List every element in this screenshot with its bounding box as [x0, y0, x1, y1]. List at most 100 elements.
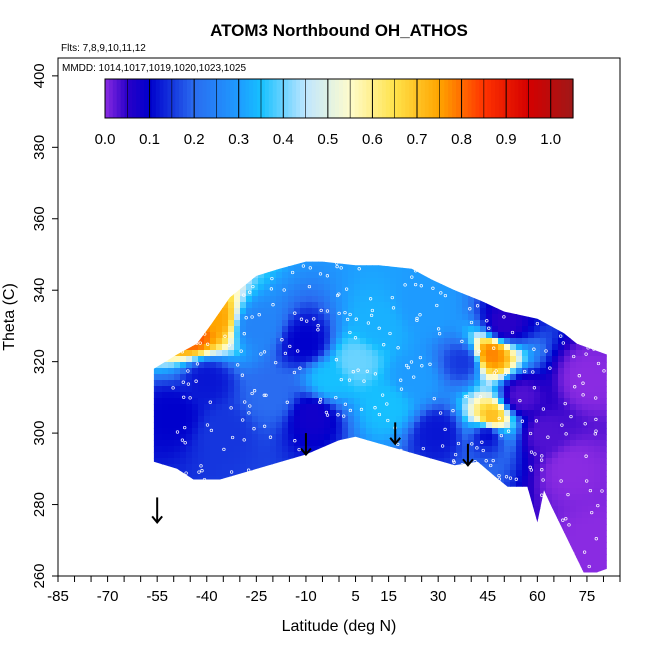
field-cell — [204, 500, 211, 507]
field-cell — [606, 338, 607, 345]
field-cell — [258, 182, 265, 189]
field-cell — [528, 332, 535, 339]
field-cell — [552, 176, 559, 183]
field-cell — [612, 236, 619, 243]
field-cell — [426, 194, 433, 201]
field-cell — [582, 320, 589, 327]
field-cell — [168, 518, 175, 525]
field-cell — [582, 206, 589, 213]
field-cell — [354, 170, 361, 177]
field-cell — [618, 398, 625, 405]
field-cell — [216, 164, 223, 171]
field-cell — [186, 356, 193, 363]
field-cell — [600, 344, 607, 351]
field-cell — [522, 482, 529, 489]
field-cell — [198, 326, 205, 333]
field-cell — [414, 164, 421, 171]
field-cell — [180, 392, 187, 399]
field-cell — [342, 332, 349, 339]
field-cell — [366, 308, 373, 315]
field-cell — [234, 470, 241, 477]
field-cell — [522, 338, 529, 345]
field-cell — [180, 440, 187, 447]
field-cell — [612, 182, 619, 189]
field-cell — [528, 482, 535, 489]
field-cell — [156, 170, 163, 177]
field-cell — [402, 248, 409, 255]
field-cell — [264, 170, 271, 177]
field-cell — [594, 308, 601, 315]
field-cell — [210, 500, 217, 507]
field-cell — [588, 392, 595, 399]
field-cell — [282, 170, 289, 177]
field-cell — [456, 368, 463, 375]
field-cell — [540, 470, 547, 477]
field-cell — [222, 230, 229, 237]
field-cell — [426, 272, 433, 279]
field-cell — [522, 374, 529, 381]
field-cell — [354, 278, 361, 285]
field-cell — [192, 212, 199, 219]
field-cell — [402, 224, 409, 231]
field-cell — [504, 158, 511, 165]
field-cell — [480, 194, 487, 201]
field-cell — [174, 272, 181, 279]
field-cell — [300, 428, 307, 435]
field-cell — [270, 446, 277, 453]
field-cell — [174, 290, 181, 297]
field-cell — [522, 416, 529, 423]
field-cell — [222, 356, 229, 363]
field-cell — [510, 428, 517, 435]
field-cell — [264, 488, 271, 495]
field-cell — [222, 392, 229, 399]
field-cell — [264, 284, 271, 291]
field-cell — [552, 380, 559, 387]
field-cell — [264, 266, 271, 273]
field-cell — [372, 434, 379, 441]
field-cell — [234, 302, 241, 309]
field-cell — [396, 182, 403, 189]
field-cell — [270, 338, 277, 345]
field-cell — [264, 470, 271, 477]
field-cell — [546, 476, 553, 483]
field-cell — [576, 194, 583, 201]
field-cell — [396, 332, 403, 339]
field-cell — [162, 176, 169, 183]
field-cell — [186, 290, 193, 297]
field-cell — [480, 326, 487, 333]
field-cell — [396, 272, 403, 279]
field-cell — [186, 314, 193, 321]
field-cell — [294, 140, 301, 147]
field-cell — [558, 428, 565, 435]
field-cell — [612, 152, 619, 159]
field-cell — [462, 428, 469, 435]
field-cell — [366, 236, 373, 243]
field-cell — [156, 446, 163, 453]
field-cell — [516, 272, 523, 279]
field-cell — [438, 146, 445, 153]
field-cell — [156, 362, 163, 369]
field-cell — [522, 422, 529, 429]
field-cell — [336, 152, 343, 159]
field-cell — [168, 302, 175, 309]
field-cell — [534, 200, 541, 207]
field-cell — [468, 284, 475, 291]
field-cell — [618, 482, 625, 489]
field-cell — [348, 392, 355, 399]
field-cell — [270, 212, 277, 219]
field-cell — [588, 140, 595, 147]
field-cell — [162, 170, 169, 177]
field-cell — [330, 362, 337, 369]
field-cell — [522, 242, 529, 249]
field-cell — [222, 320, 229, 327]
field-cell — [576, 278, 583, 285]
field-cell — [534, 344, 541, 351]
field-cell — [450, 164, 457, 171]
field-cell — [348, 356, 355, 363]
field-cell — [486, 338, 493, 345]
field-cell — [516, 380, 523, 387]
field-cell — [504, 482, 511, 489]
field-cell — [294, 488, 301, 495]
field-cell — [528, 302, 535, 309]
field-cell — [432, 242, 439, 249]
